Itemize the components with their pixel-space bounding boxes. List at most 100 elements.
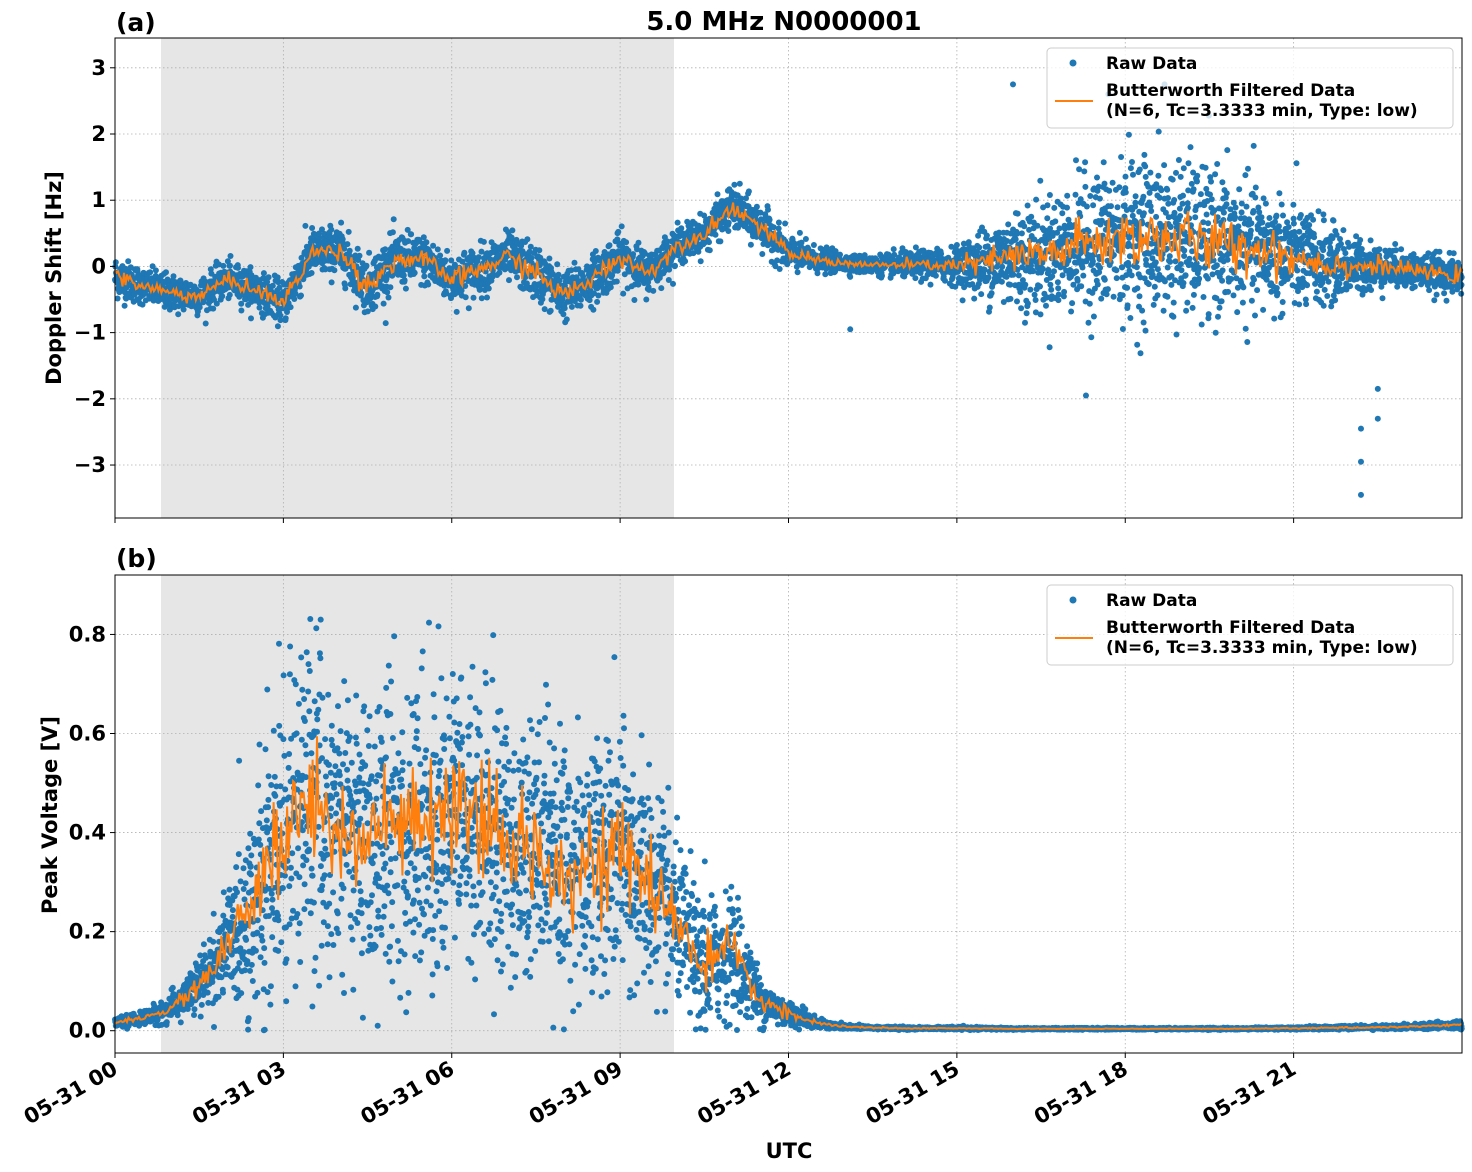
raw-data-point: [1260, 306, 1267, 313]
raw-data-point: [606, 242, 613, 249]
raw-data-point: [1398, 246, 1405, 253]
raw-data-point: [1018, 305, 1025, 312]
raw-data-point: [539, 296, 546, 303]
raw-data-point: [1172, 258, 1179, 265]
raw-data-point: [1136, 293, 1143, 300]
raw-data-point: [1142, 173, 1149, 180]
raw-data-point: [112, 259, 119, 266]
raw-data-point: [147, 269, 154, 276]
raw-data-point: [1046, 344, 1053, 351]
raw-data-point: [1228, 276, 1235, 282]
raw-data-point: [556, 277, 563, 284]
raw-data-point: [1051, 268, 1057, 275]
raw-data-point: [1129, 159, 1135, 165]
raw-data-point: [1052, 218, 1059, 225]
raw-data-point: [478, 248, 485, 255]
raw-data-point: [1273, 212, 1280, 219]
raw-data-point: [1379, 295, 1386, 302]
raw-data-point: [1076, 166, 1083, 173]
raw-data-point: [1293, 160, 1300, 167]
raw-data-point: [1124, 284, 1131, 291]
raw-data-point: [594, 298, 601, 305]
raw-data-point: [1196, 264, 1203, 271]
raw-data-point: [220, 262, 227, 269]
raw-data-point: [1250, 208, 1257, 214]
raw-data-point: [1392, 241, 1399, 247]
raw-data-point: [1055, 291, 1062, 298]
raw-data-point: [1170, 299, 1177, 306]
raw-data-point: [453, 308, 460, 315]
raw-data-point: [1165, 195, 1171, 201]
raw-data-point: [1290, 220, 1297, 227]
raw-data-point: [462, 283, 469, 289]
raw-data-point: [437, 252, 444, 259]
raw-data-point: [465, 305, 472, 312]
raw-data-point: [1280, 212, 1286, 219]
raw-data-point: [269, 282, 276, 289]
raw-data-point: [1242, 325, 1249, 332]
raw-data-point: [1018, 230, 1025, 237]
raw-data-point: [1166, 253, 1173, 260]
raw-data-point: [296, 283, 303, 290]
raw-data-point: [1136, 166, 1143, 173]
raw-data-point: [658, 285, 665, 292]
raw-data-point: [1113, 275, 1120, 282]
raw-data-point: [121, 302, 128, 309]
raw-data-point: [796, 229, 803, 236]
raw-data-point: [322, 266, 329, 273]
raw-data-point: [1161, 162, 1168, 169]
raw-data-point: [1140, 193, 1147, 200]
raw-data-point: [1086, 300, 1093, 307]
raw-data-point: [770, 224, 777, 231]
raw-data-point: [1358, 246, 1365, 252]
raw-data-point: [1234, 309, 1241, 316]
raw-data-point: [480, 238, 487, 245]
raw-data-point: [1030, 268, 1036, 275]
raw-data-point: [1155, 172, 1162, 179]
raw-data-point: [1200, 294, 1207, 300]
raw-data-point: [277, 312, 284, 319]
raw-data-point: [1182, 272, 1189, 279]
raw-data-point: [1033, 196, 1040, 203]
raw-data-point: [1090, 313, 1097, 320]
raw-data-point: [1208, 196, 1215, 203]
raw-data-point: [1098, 295, 1105, 302]
raw-data-point: [350, 279, 357, 286]
raw-data-point: [1104, 286, 1111, 293]
raw-data-point: [1094, 174, 1100, 181]
raw-data-point: [541, 306, 548, 313]
raw-data-point: [1043, 302, 1049, 309]
raw-data-point: [319, 226, 325, 233]
raw-data-point: [272, 314, 279, 321]
raw-data-point: [1073, 268, 1080, 275]
raw-data-point: [1313, 288, 1320, 295]
raw-data-point: [1133, 264, 1140, 271]
raw-data-point: [607, 284, 614, 291]
raw-data-point: [1078, 283, 1085, 290]
raw-data-point: [1034, 222, 1041, 229]
raw-data-point: [1074, 277, 1081, 284]
raw-data-point: [1311, 234, 1318, 241]
raw-data-point: [776, 266, 783, 272]
raw-data-point: [1294, 247, 1300, 254]
raw-data-point: [260, 270, 267, 277]
raw-data-point: [1238, 209, 1245, 216]
raw-data-point: [1114, 204, 1121, 211]
raw-data-point: [354, 245, 361, 252]
raw-data-point: [1245, 165, 1251, 172]
raw-data-point: [1184, 299, 1191, 306]
raw-data-point: [1082, 159, 1089, 166]
raw-data-point: [747, 241, 754, 248]
raw-data-point: [1079, 264, 1086, 271]
raw-data-point: [1223, 201, 1230, 208]
raw-data-point: [1177, 213, 1184, 219]
raw-data-point: [1357, 237, 1364, 243]
raw-data-point: [682, 258, 689, 265]
raw-data-point: [1189, 304, 1196, 311]
raw-data-point: [514, 274, 520, 281]
raw-data-point: [879, 272, 885, 279]
raw-data-point: [1337, 236, 1343, 242]
raw-data-point: [1032, 297, 1039, 303]
raw-data-point: [248, 315, 254, 322]
raw-data-point: [470, 294, 477, 301]
